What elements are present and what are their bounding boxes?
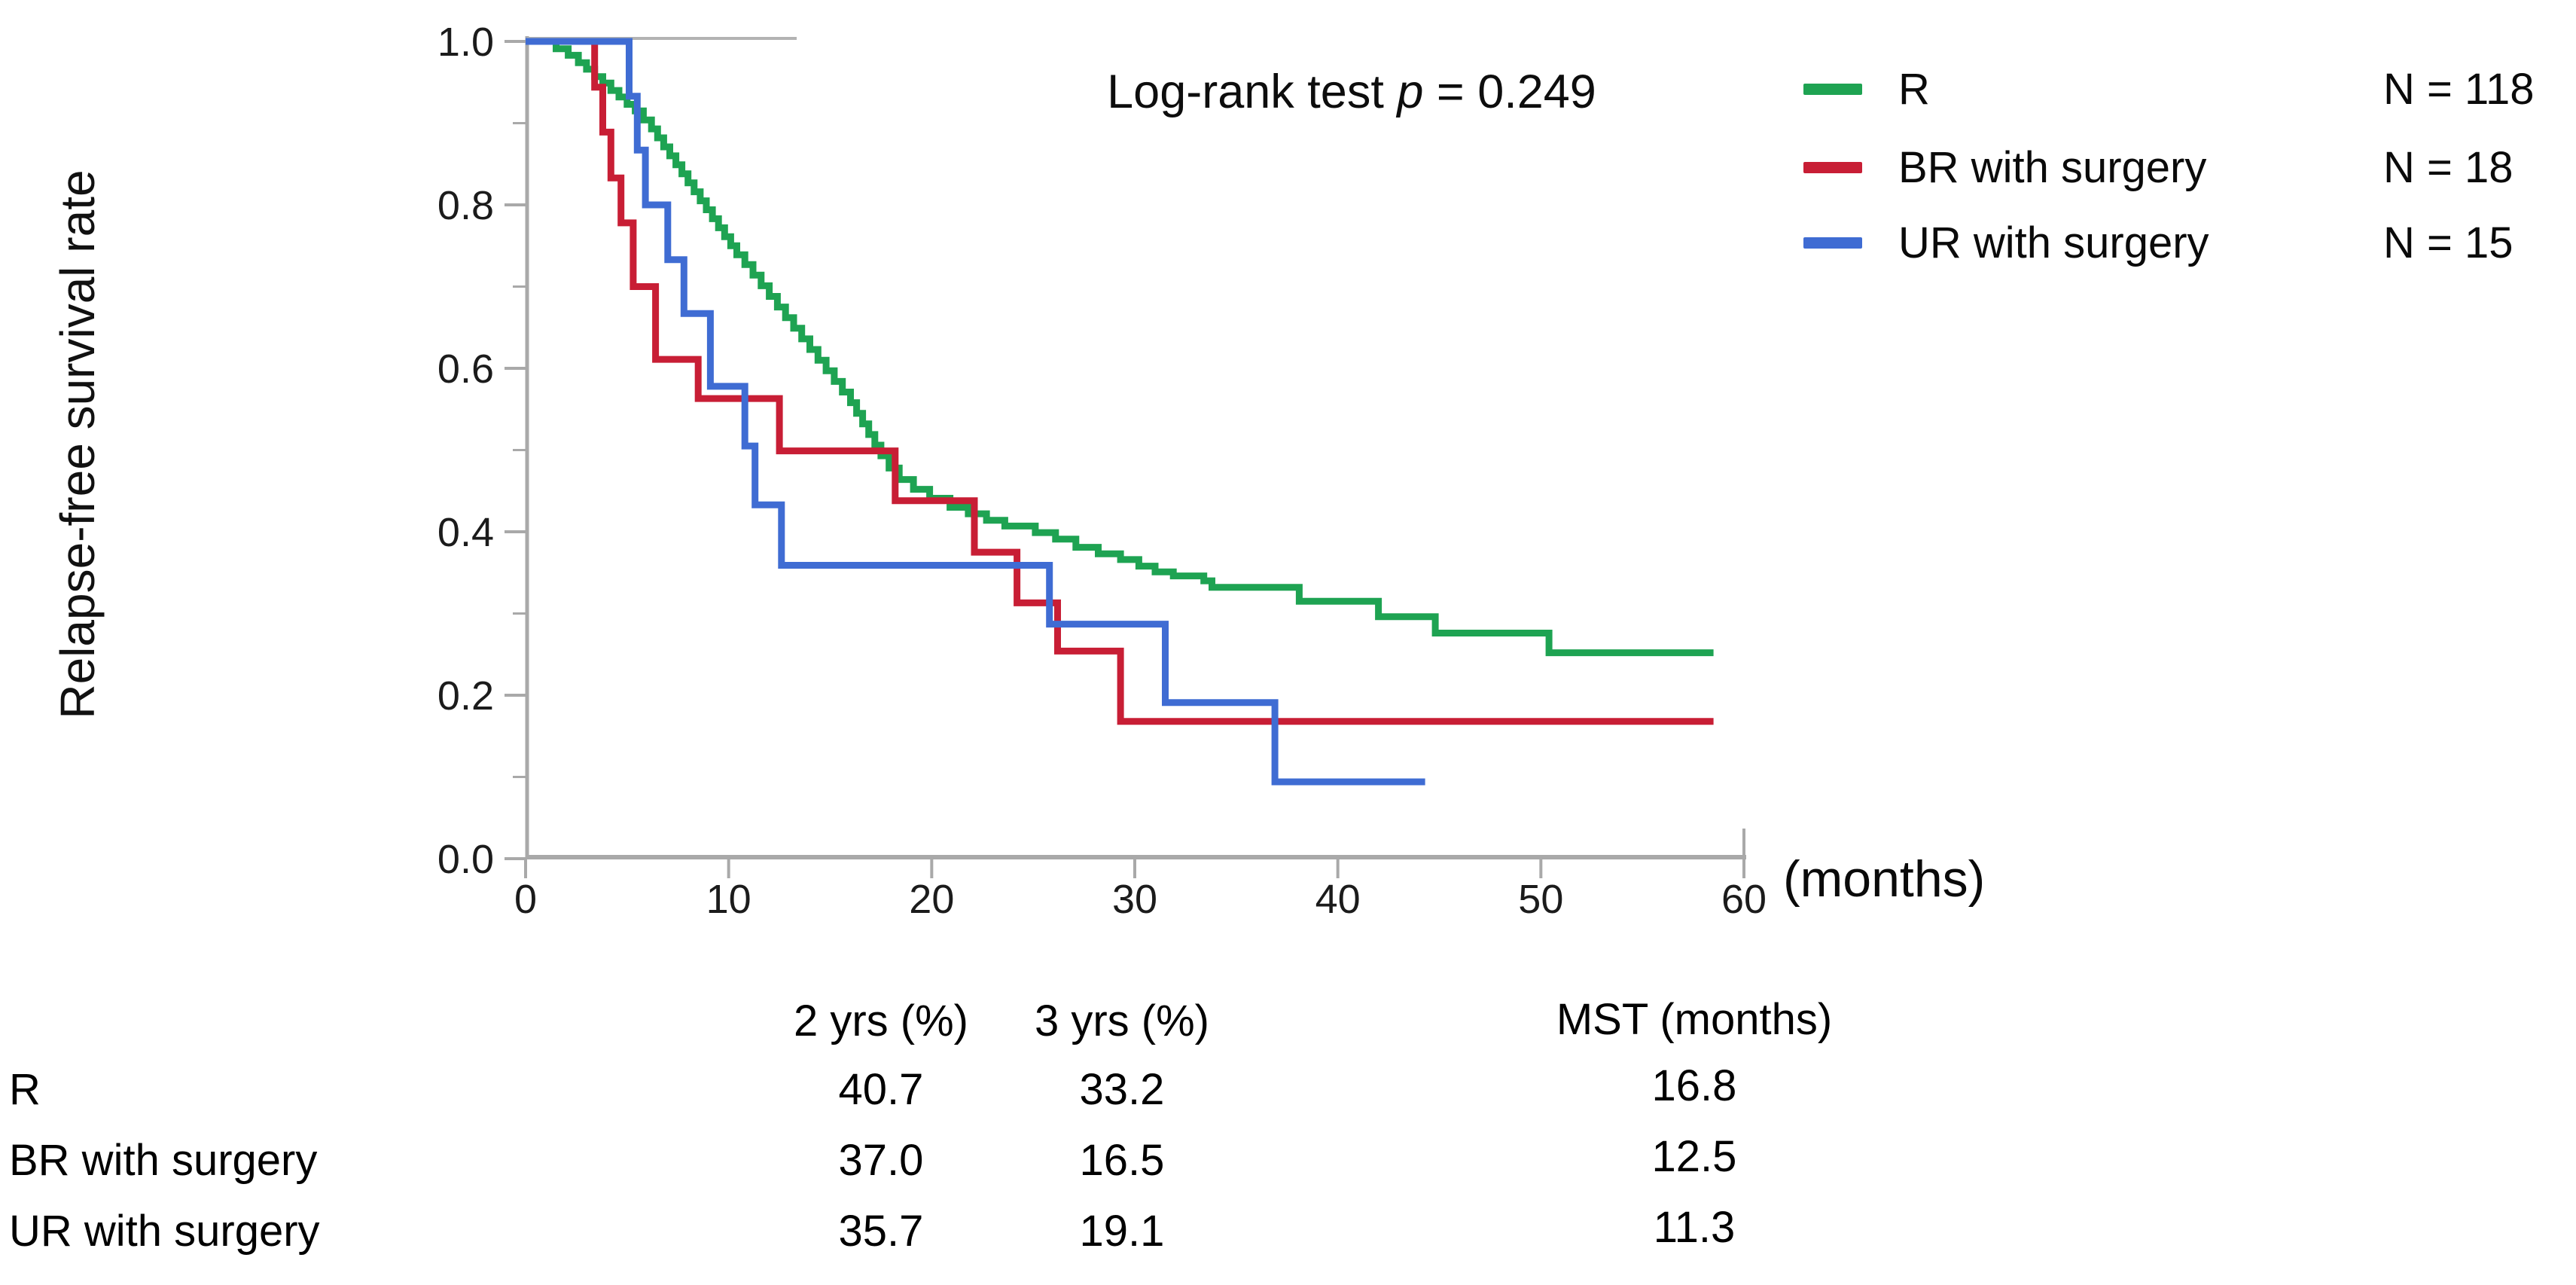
- table-value-br-2yr: 37.0: [838, 1136, 924, 1185]
- table-row-label-r: R: [9, 1065, 41, 1114]
- legend-item-r: R N = 118: [1803, 63, 2571, 115]
- table-header-2yr: 2 yrs (%): [794, 997, 968, 1045]
- table-row-label-br: BR with surgery: [9, 1136, 318, 1185]
- p-symbol: p: [1397, 66, 1424, 118]
- table-header-mst: MST (months): [1556, 995, 1833, 1044]
- table-value-br-3yr: 16.5: [1079, 1136, 1165, 1185]
- survival-curve-r: [526, 38, 1714, 657]
- y-tick-label: 0.0: [437, 837, 494, 882]
- table-value-ur-mst: 11.3: [1653, 1203, 1736, 1252]
- y-tick-label: 0.8: [437, 183, 494, 228]
- x-tick-label: 50: [1518, 877, 1563, 922]
- x-tick-label: 30: [1112, 877, 1157, 922]
- survival-curve-ur-with-surgery: [526, 38, 1425, 786]
- x-tick-label: 0: [514, 877, 537, 922]
- y-tick-label: 0.2: [437, 673, 494, 719]
- table-header-3yr: 3 yrs (%): [1035, 997, 1209, 1045]
- table-value-r-2yr: 40.7: [838, 1065, 924, 1114]
- x-tick-label: 60: [1721, 877, 1767, 922]
- table-row-label-ur: UR with surgery: [9, 1207, 320, 1256]
- legend-label-r: R: [1898, 64, 1930, 114]
- survival-curve-br-with-surgery: [526, 38, 1714, 725]
- log-rank-annotation-value: = 0.249: [1423, 66, 1596, 118]
- legend-label-ur: UR with surgery: [1898, 218, 2209, 267]
- log-rank-annotation-prefix: Log-rank test: [1107, 66, 1398, 118]
- table-value-ur-2yr: 35.7: [838, 1207, 924, 1256]
- legend-item-br: BR with surgery N = 18: [1803, 141, 2571, 194]
- table-value-br-mst: 12.5: [1651, 1132, 1737, 1181]
- x-tick-label: 20: [909, 877, 954, 922]
- table-value-r-mst: 16.8: [1651, 1061, 1737, 1110]
- legend-n-br: N = 18: [2383, 142, 2514, 192]
- x-axis-unit-label: (months): [1783, 850, 1986, 908]
- y-tick-label: 0.6: [437, 346, 494, 392]
- legend-swatch-r: [1803, 83, 1862, 95]
- x-tick-label: 10: [706, 877, 751, 922]
- y-tick-label: 0.4: [437, 510, 494, 555]
- log-rank-annotation: Log-rank test p = 0.249: [1039, 65, 1664, 119]
- legend-item-ur: UR with surgery N = 15: [1803, 216, 2571, 269]
- table-value-r-3yr: 33.2: [1079, 1065, 1165, 1114]
- table-value-ur-3yr: 19.1: [1079, 1207, 1165, 1256]
- y-tick-label: 1.0: [437, 20, 494, 65]
- legend-label-br: BR with surgery: [1898, 142, 2207, 192]
- legend-n-ur: N = 15: [2383, 218, 2514, 267]
- x-tick-label: 40: [1315, 877, 1361, 922]
- legend-swatch-br: [1803, 161, 1862, 173]
- legend-n-r: N = 118: [2383, 64, 2535, 114]
- y-axis-title: Relapse-free survival rate: [50, 169, 105, 719]
- legend-swatch-ur: [1803, 237, 1862, 249]
